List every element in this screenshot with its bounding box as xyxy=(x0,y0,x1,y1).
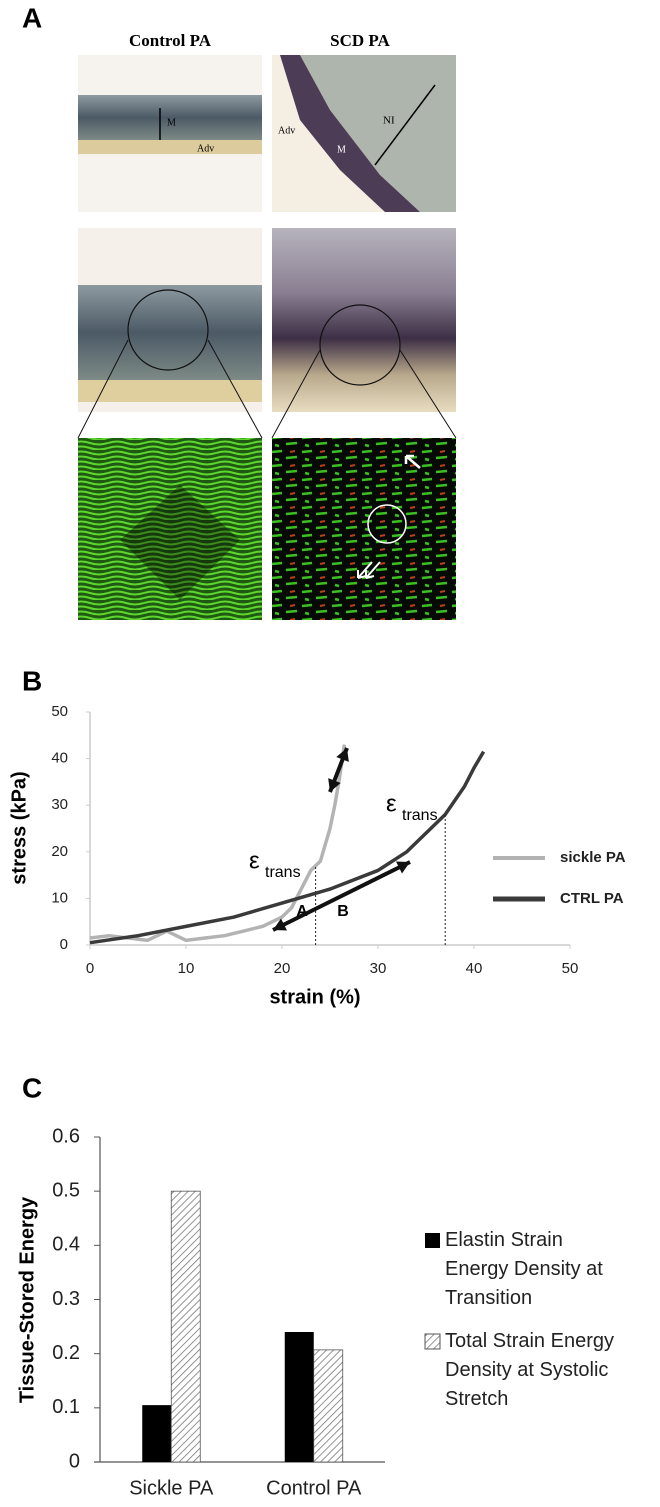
panel-label: A xyxy=(22,2,42,33)
micrograph xyxy=(272,55,456,212)
arrow xyxy=(357,561,381,579)
y-axis-title: Tissue-Stored Energy xyxy=(16,1196,38,1403)
shade xyxy=(120,485,240,600)
neointima xyxy=(300,55,456,212)
image-label: M xyxy=(167,117,176,128)
x-tick-label: 20 xyxy=(274,960,291,977)
tissue-band xyxy=(78,285,262,380)
arrow-head xyxy=(328,778,341,792)
x-tick-label: Sickle PA xyxy=(129,1477,214,1499)
y-tick-label: 0.2 xyxy=(52,1342,80,1364)
bar xyxy=(142,1405,172,1462)
highlight-circle xyxy=(367,504,407,544)
image-bg xyxy=(272,438,456,620)
y-tick-label: 0 xyxy=(60,936,68,953)
column-title: SCD PA xyxy=(330,31,390,50)
transition-symbol: ε xyxy=(249,847,260,874)
y-axis-title: stress (kPa) xyxy=(8,771,30,884)
x-tick-label: 0 xyxy=(86,960,94,977)
image-label: NI xyxy=(383,115,395,127)
y-tick-label: 40 xyxy=(51,750,68,767)
bar xyxy=(313,1349,344,1463)
arrow xyxy=(404,454,421,469)
legend-label: CTRL PA xyxy=(560,890,624,907)
arrow-head xyxy=(273,918,287,931)
x-axis-title: strain (%) xyxy=(269,986,360,1008)
scale-line xyxy=(374,84,436,166)
column-title: Control PA xyxy=(129,31,212,50)
y-tick-label: 20 xyxy=(51,843,68,860)
y-tick-label: 0 xyxy=(69,1450,80,1472)
y-tick-label: 0.1 xyxy=(52,1396,80,1418)
y-tick-label: 10 xyxy=(51,889,68,906)
transition-subscript: trans xyxy=(265,864,301,881)
transition-symbol: ε xyxy=(386,790,397,817)
image-label: Adv xyxy=(278,125,295,136)
zoom-line xyxy=(399,349,457,439)
arrow-head xyxy=(336,748,349,762)
y-tick-label: 0.6 xyxy=(52,1125,80,1147)
media xyxy=(280,55,420,212)
legend-swatch xyxy=(425,1233,440,1248)
x-tick-label: 10 xyxy=(178,960,195,977)
y-tick-label: 30 xyxy=(51,796,68,813)
micrograph xyxy=(78,228,262,412)
y-tick-label: 0.4 xyxy=(52,1234,80,1256)
image-label: M xyxy=(337,144,346,155)
fluorescence-image xyxy=(78,438,262,620)
micrograph xyxy=(272,228,456,412)
adventitia xyxy=(78,140,262,154)
y-tick-label: 0.5 xyxy=(52,1179,80,1201)
x-tick-label: 50 xyxy=(562,960,579,977)
image-label: Adv xyxy=(197,143,214,154)
fluorescence-image xyxy=(272,438,456,620)
zoom-line xyxy=(207,339,263,439)
region-label: B xyxy=(337,903,349,920)
zoom-lines xyxy=(77,339,457,439)
line-series xyxy=(89,750,486,945)
y-tick-label: 50 xyxy=(51,703,68,720)
legend-swatch xyxy=(424,1333,441,1350)
arrow xyxy=(272,860,411,932)
zoom-circle xyxy=(319,304,401,386)
x-tick-label: Control PA xyxy=(266,1477,362,1499)
bar xyxy=(170,1190,201,1463)
micrograph xyxy=(78,55,262,212)
bar xyxy=(284,1332,314,1462)
zoom-line xyxy=(77,339,129,439)
panel-label: B xyxy=(22,665,42,696)
adventitia xyxy=(78,380,262,402)
zoom-line xyxy=(271,349,321,439)
arrow-head xyxy=(396,861,410,874)
tissue-band xyxy=(78,95,262,140)
legend-label: sickle PA xyxy=(560,849,626,866)
y-tick-label: 0.3 xyxy=(52,1288,80,1310)
x-tick-label: 40 xyxy=(466,960,483,977)
image-bg xyxy=(78,438,262,620)
line-series xyxy=(89,744,347,943)
legend-label: Total Strain Energy Density at Systolic … xyxy=(445,1330,614,1410)
legend-label: Elastin Strain Energy Density at Transit… xyxy=(445,1229,603,1309)
x-tick-label: 30 xyxy=(370,960,387,977)
transition-subscript: trans xyxy=(402,807,438,824)
zoom-circle xyxy=(127,289,209,371)
panel-label: C xyxy=(22,1072,42,1103)
